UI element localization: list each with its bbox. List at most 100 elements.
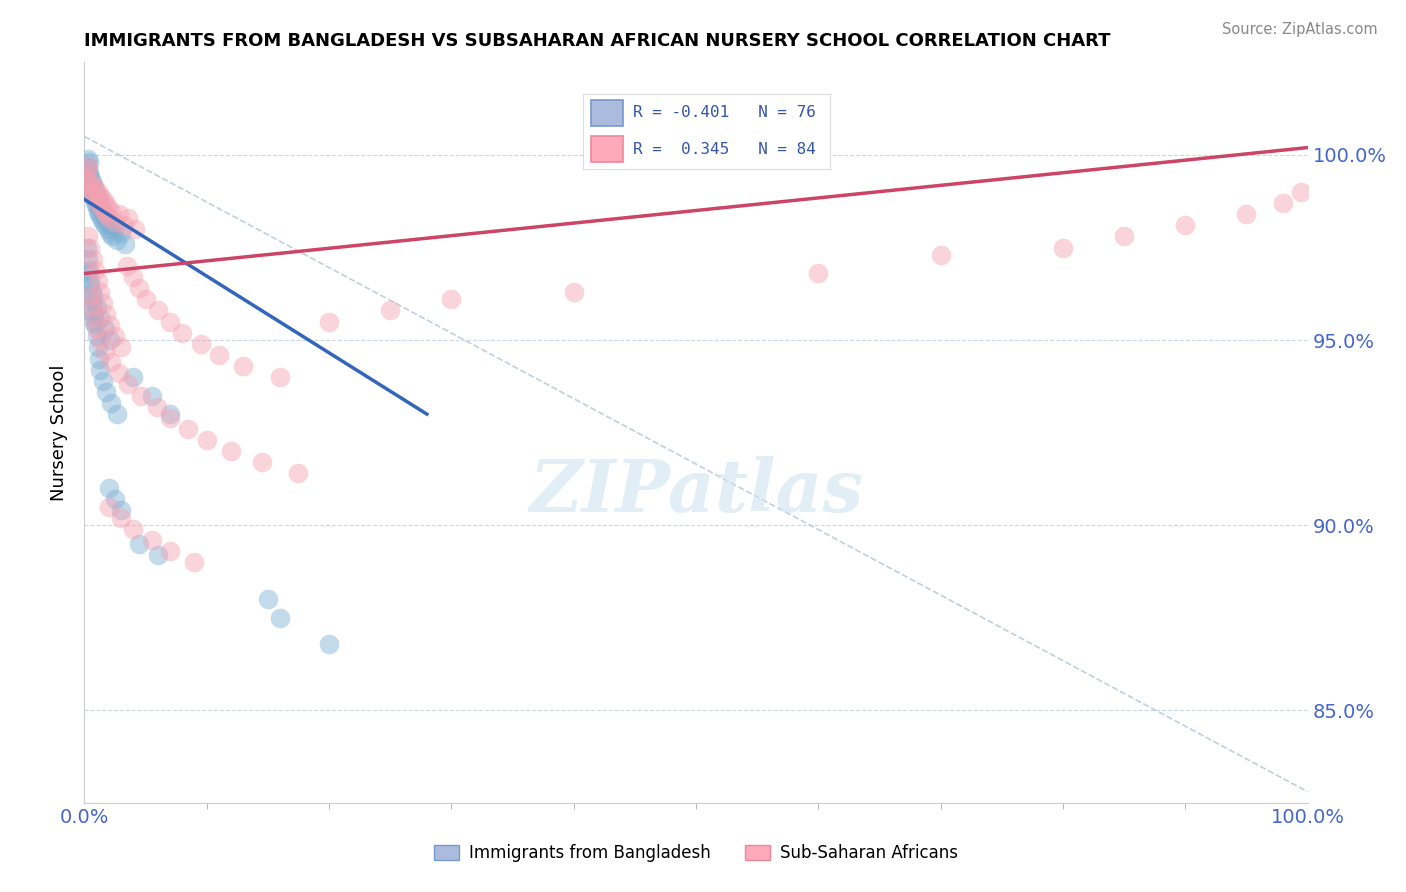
Point — [100, 219, 122, 233]
Point — [79, 170, 101, 185]
Point — [79, 181, 101, 195]
Point — [86, 200, 108, 214]
Point — [76, 159, 98, 173]
Point — [100, 203, 122, 218]
Point — [83, 181, 105, 195]
Point — [75, 174, 97, 188]
Point — [107, 207, 129, 221]
Point — [79, 277, 101, 292]
Point — [87, 341, 110, 355]
Point — [1291, 185, 1313, 199]
Point — [440, 293, 463, 307]
Point — [84, 185, 107, 199]
Text: R =  0.345   N = 84: R = 0.345 N = 84 — [633, 142, 815, 156]
Point — [77, 155, 100, 169]
Point — [87, 351, 110, 366]
Point — [77, 288, 100, 302]
Point — [89, 310, 111, 325]
Point — [269, 611, 291, 625]
Point — [93, 203, 115, 218]
Point — [1114, 229, 1136, 244]
Point — [77, 159, 100, 173]
Point — [105, 233, 128, 247]
Point — [97, 500, 120, 514]
Point — [77, 167, 100, 181]
Point — [98, 226, 121, 240]
Point — [87, 196, 110, 211]
Point — [77, 162, 100, 177]
Point — [79, 181, 101, 195]
Point — [135, 293, 157, 307]
Point — [96, 307, 118, 321]
Point — [1236, 207, 1258, 221]
Point — [86, 322, 108, 336]
Point — [89, 333, 111, 347]
Point — [83, 188, 105, 202]
Point — [141, 388, 163, 402]
Point — [128, 536, 150, 550]
Point — [87, 203, 110, 218]
Point — [257, 592, 280, 607]
Text: R = -0.401   N = 76: R = -0.401 N = 76 — [633, 105, 815, 120]
Point — [269, 370, 291, 384]
Point — [94, 219, 117, 233]
Point — [110, 341, 132, 355]
Point — [114, 236, 136, 251]
Point — [110, 503, 132, 517]
Point — [159, 544, 181, 558]
Y-axis label: Nursery School: Nursery School — [51, 364, 69, 501]
Point — [110, 226, 132, 240]
Point — [122, 522, 145, 536]
Point — [141, 533, 163, 547]
Point — [80, 300, 103, 314]
Point — [115, 259, 138, 273]
Point — [77, 152, 100, 166]
Point — [146, 548, 169, 562]
Point — [562, 285, 585, 299]
Point — [75, 170, 97, 185]
Point — [79, 241, 101, 255]
Point — [82, 178, 104, 192]
Point — [87, 274, 110, 288]
Point — [97, 211, 120, 225]
Point — [807, 267, 830, 281]
Point — [380, 303, 402, 318]
Text: ZIPatlas: ZIPatlas — [529, 457, 863, 527]
Point — [91, 203, 114, 218]
Point — [77, 252, 100, 266]
Point — [146, 303, 169, 318]
Point — [84, 196, 107, 211]
Bar — [591, 100, 623, 126]
Point — [80, 178, 103, 192]
Point — [129, 388, 152, 402]
Point — [77, 229, 100, 244]
Point — [98, 333, 121, 347]
Point — [105, 407, 128, 421]
Point — [86, 329, 108, 343]
Point — [76, 241, 98, 255]
Point — [80, 185, 103, 199]
Point — [287, 467, 309, 481]
Point — [91, 214, 114, 228]
Point — [83, 315, 105, 329]
Point — [83, 307, 105, 321]
Point — [82, 296, 104, 310]
Point — [84, 262, 107, 277]
Point — [87, 185, 110, 199]
Point — [124, 222, 146, 236]
Point — [318, 315, 340, 329]
Text: IMMIGRANTS FROM BANGLADESH VS SUBSAHARAN AFRICAN NURSERY SCHOOL CORRELATION CHAR: IMMIGRANTS FROM BANGLADESH VS SUBSAHARAN… — [84, 32, 1111, 50]
Point — [77, 174, 100, 188]
Point — [86, 300, 108, 314]
Point — [190, 336, 212, 351]
Point — [195, 433, 218, 447]
Point — [112, 219, 135, 233]
Point — [87, 193, 110, 207]
Point — [93, 207, 115, 221]
Point — [94, 344, 117, 359]
Point — [104, 329, 127, 343]
Point — [87, 196, 110, 211]
Point — [208, 348, 231, 362]
Point — [177, 422, 200, 436]
Point — [89, 188, 111, 202]
